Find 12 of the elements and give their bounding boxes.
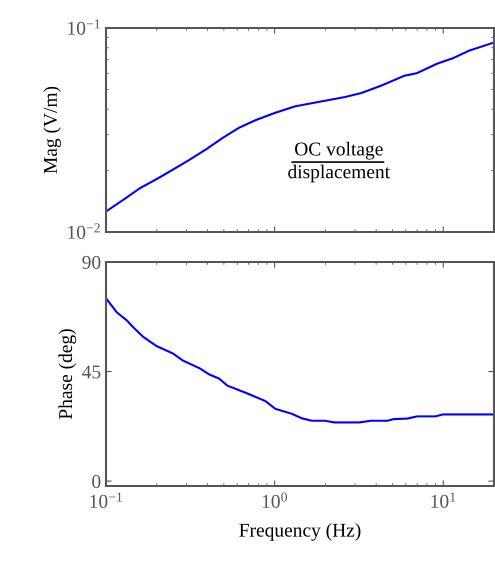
y-tick-label: 0: [92, 474, 100, 488]
x-tick-label: 10$^{0}$: [262, 492, 287, 508]
y-tick-label: 10$^{−2}$: [68, 223, 100, 239]
y-tick-label: 45: [82, 366, 100, 379]
y-axis-title: Phase (deg): [58, 329, 76, 420]
annotation: displacement: [288, 164, 390, 182]
annotation: OC voltage: [295, 142, 383, 160]
x-axis-title: Frequency (Hz): [239, 523, 360, 541]
y-tick-label: 90: [82, 256, 100, 269]
y-axis-title: Mag (V/m): [43, 86, 61, 174]
x-tick-label: 10$^{1}$: [431, 492, 456, 508]
y-tick-label: 10$^{−1}$: [68, 19, 100, 35]
